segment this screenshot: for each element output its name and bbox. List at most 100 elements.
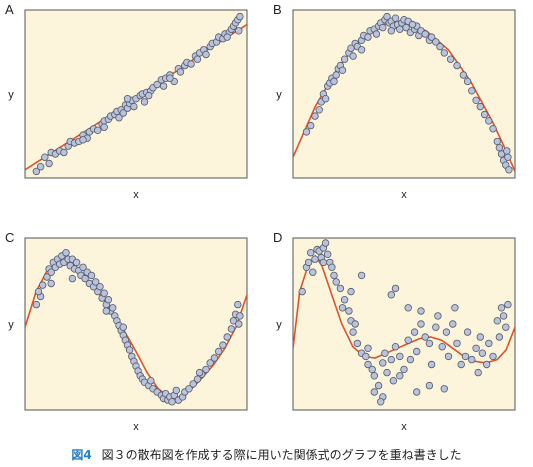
x-axis-label: x <box>401 421 407 433</box>
data-point <box>449 320 457 328</box>
data-point <box>362 352 370 361</box>
data-point <box>345 307 353 315</box>
data-point <box>461 352 470 361</box>
data-point <box>444 352 453 361</box>
data-point <box>202 50 210 59</box>
data-point <box>413 388 421 396</box>
data-point <box>483 360 491 369</box>
figure-caption: 図4 図３の散布図を作成する際に用いた関係式のグラフを重ね書きした <box>0 446 533 463</box>
data-point <box>432 323 440 331</box>
data-point <box>304 258 313 267</box>
data-point <box>379 23 387 32</box>
data-point <box>493 317 501 325</box>
data-point <box>195 368 204 377</box>
data-point <box>330 271 338 280</box>
data-point <box>474 368 482 377</box>
data-point <box>223 33 231 41</box>
data-point <box>328 263 336 271</box>
data-point <box>427 360 436 369</box>
y-axis-label: y <box>8 89 14 101</box>
data-point <box>468 87 476 95</box>
panel-letter: B <box>273 2 282 17</box>
data-point <box>349 328 357 336</box>
data-point <box>383 368 391 377</box>
data-point <box>340 296 349 304</box>
data-point <box>504 153 512 161</box>
data-point <box>189 380 197 388</box>
data-point <box>489 352 497 361</box>
data-point <box>400 365 408 374</box>
data-point <box>36 162 45 171</box>
data-point <box>223 333 231 341</box>
data-point <box>125 346 134 354</box>
data-point <box>159 82 168 90</box>
data-point <box>476 333 484 341</box>
data-point <box>206 359 214 367</box>
data-point <box>332 278 340 286</box>
data-point <box>387 355 395 364</box>
data-point <box>315 106 323 114</box>
data-point <box>81 274 89 283</box>
data-point <box>495 333 504 341</box>
data-point <box>176 68 185 76</box>
data-point <box>319 258 328 267</box>
data-point <box>144 91 153 100</box>
data-point <box>185 385 193 393</box>
panel-c: Cy x <box>5 230 248 433</box>
data-point <box>425 381 434 390</box>
data-point <box>104 296 113 304</box>
data-point <box>389 377 398 385</box>
data-point <box>193 375 202 383</box>
data-point <box>364 360 372 369</box>
data-point <box>502 323 510 331</box>
data-point <box>321 239 330 247</box>
data-point <box>432 38 440 46</box>
data-point <box>505 166 513 174</box>
data-point <box>307 121 315 130</box>
data-point <box>140 98 149 106</box>
data-point <box>311 112 319 120</box>
data-point <box>60 148 68 157</box>
y-axis-label: y <box>8 319 14 331</box>
data-point <box>457 360 465 369</box>
data-point <box>172 386 180 395</box>
data-point <box>451 304 459 312</box>
data-point <box>227 325 236 333</box>
data-point <box>340 55 349 63</box>
data-point <box>453 61 461 70</box>
data-point <box>236 12 244 21</box>
data-point <box>472 344 480 352</box>
data-point <box>68 274 77 283</box>
data-point <box>391 14 400 22</box>
data-point <box>147 377 155 385</box>
data-point <box>130 102 138 111</box>
data-point <box>404 304 412 312</box>
data-point <box>504 300 512 309</box>
data-point <box>377 398 385 406</box>
data-point <box>91 278 100 286</box>
data-point <box>425 339 434 348</box>
data-point <box>379 359 387 367</box>
data-point <box>45 159 53 168</box>
caption-text: 図３の散布図を作成する際に用いた関係式のグラフを重ね書きした <box>101 448 462 462</box>
data-point <box>214 347 223 356</box>
data-point <box>357 271 366 280</box>
data-point <box>94 126 102 134</box>
data-point <box>62 248 70 257</box>
data-point <box>499 312 508 320</box>
data-point <box>413 347 421 356</box>
data-point <box>495 143 504 152</box>
panel-a: Ay x <box>5 2 248 201</box>
data-point <box>374 381 383 390</box>
data-point <box>417 320 425 328</box>
data-point <box>372 30 381 38</box>
data-point <box>493 137 501 146</box>
data-point <box>434 312 442 320</box>
data-point <box>43 273 51 281</box>
data-point <box>381 349 389 357</box>
data-point <box>302 128 311 136</box>
panel-letter: C <box>5 230 14 245</box>
data-point <box>338 304 347 312</box>
data-point <box>168 398 176 406</box>
data-point <box>79 263 87 271</box>
